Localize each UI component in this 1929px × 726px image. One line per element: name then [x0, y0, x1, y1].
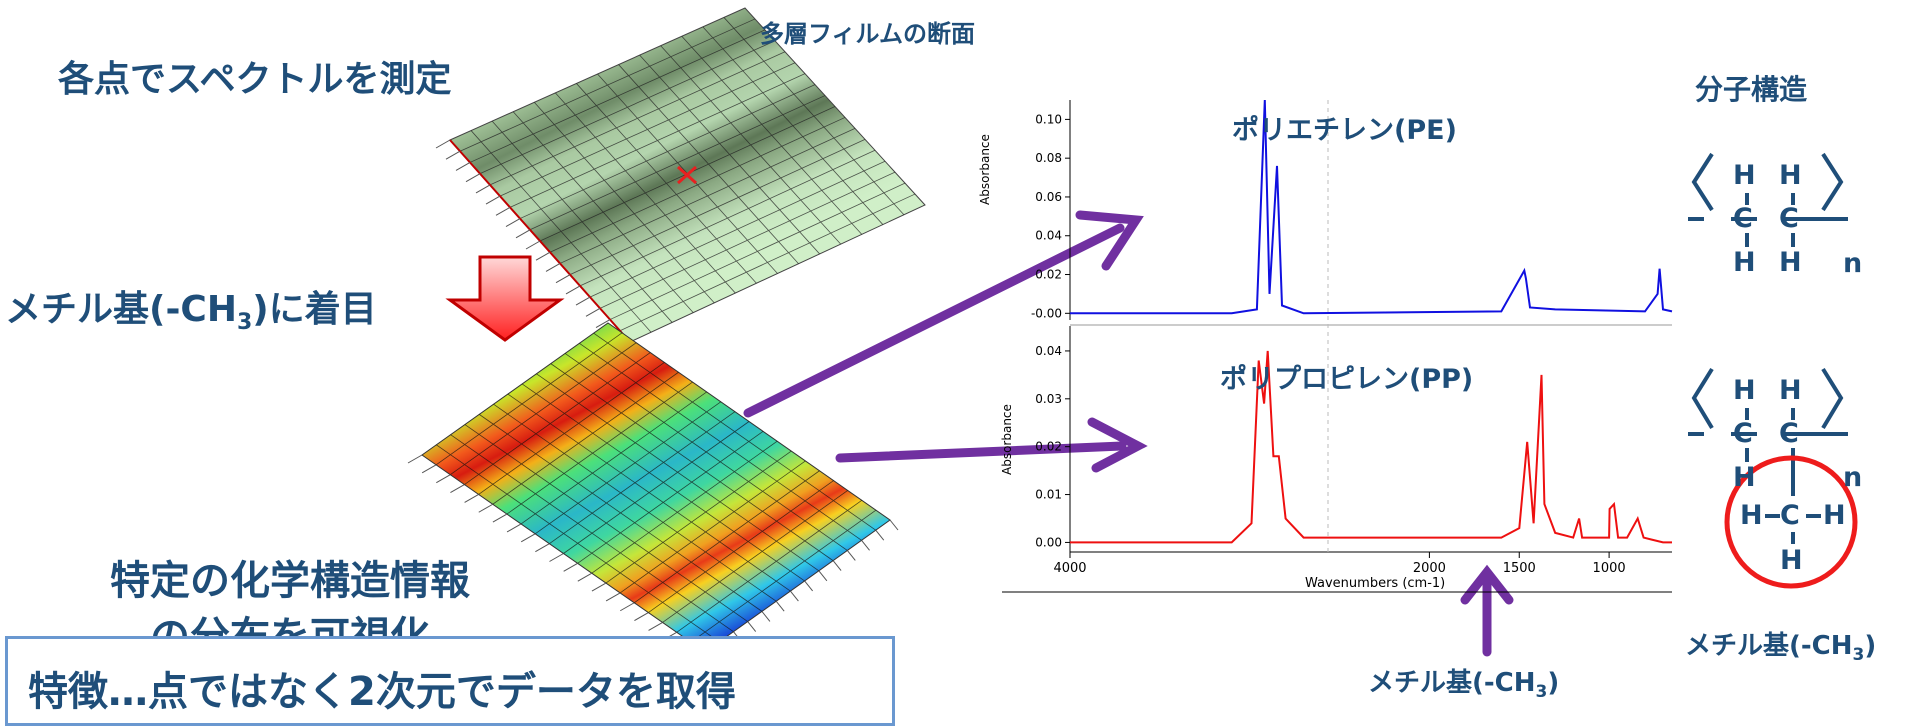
heading-visualize-line1: 特定の化学構造情報 — [110, 558, 470, 604]
heading-focus-suffix: )に着目 — [252, 289, 377, 330]
methyl-arrow-label: メチル基(-CH3) — [1368, 662, 1559, 702]
pe-atom-c1: C — [1733, 203, 1753, 234]
pe-ytick-label-5: -0.00 — [1031, 306, 1062, 320]
structure-methyl-label: メチル基(-CH3) — [1685, 625, 1876, 665]
pp-ytick-label-1: 0.03 — [1035, 392, 1062, 406]
heatmap-surface — [407, 322, 899, 663]
structure-methyl-sub: 3 — [1852, 645, 1865, 666]
pe-label: ポリエチレン(PE) — [1232, 115, 1457, 146]
pe-structure — [1688, 152, 1848, 247]
pe-atom-h4: H — [1779, 247, 1802, 278]
pp-series-line — [1070, 350, 1672, 544]
xtick-label-2: 1500 — [1503, 561, 1536, 576]
pointer-arrows — [743, 210, 1514, 657]
methyl-atom-c: C — [1780, 500, 1800, 531]
methyl-atom-h-left: H — [1740, 500, 1763, 531]
methyl-highlight-circle — [1724, 455, 1858, 589]
structure-methyl-suffix: ) — [1864, 631, 1877, 661]
x-axis-label: Wavenumbers (cm-1) — [1305, 576, 1446, 591]
pp-atom-h3: H — [1733, 462, 1756, 493]
pp-label: ポリプロピレン(PP) — [1220, 364, 1474, 395]
bottom-note: 特徴…点ではなく2次元でデータを取得 — [28, 669, 736, 715]
structure-title: 分子構造 — [1695, 73, 1808, 106]
pe-series-line — [1070, 99, 1673, 315]
bottom-note-box: 特徴…点ではなく2次元でデータを取得 — [5, 636, 895, 726]
methyl-arrow-suffix: ) — [1547, 668, 1560, 698]
spectra-chart-group: 0.10 0.08 0.06 0.04 0.02 -0.00 0.04 0.03 0.02 0.… — [1002, 99, 1673, 593]
pp-ytick-label-4: 0.00 — [1035, 535, 1062, 549]
structure-methyl-prefix: メチル基(-CH — [1685, 631, 1853, 661]
pp-atom-h2: H — [1779, 375, 1802, 406]
pp-y-axis-label: Absorbance — [1000, 404, 1014, 475]
pe-atom-c2: C — [1779, 203, 1799, 234]
pp-ytick-label-3: 0.01 — [1035, 488, 1062, 502]
pe-ytick-label-3: 0.04 — [1035, 229, 1062, 243]
pp-atom-c2: C — [1779, 418, 1799, 449]
methyl-atom-h-bottom: H — [1780, 545, 1803, 576]
pp-atom-c1: C — [1733, 418, 1753, 449]
heading-focus-sub: 3 — [236, 310, 253, 336]
pp-atom-h1: H — [1733, 375, 1756, 406]
heading-focus-prefix: メチル基(-CH — [5, 289, 237, 330]
diagram-canvas: 0.10 0.08 0.06 0.04 0.02 -0.00 0.04 0.03 0.02 0.… — [407, 7, 1858, 663]
pe-atom-h3: H — [1733, 247, 1756, 278]
film-label: 多層フィルムの断面 — [760, 20, 976, 48]
pp-ytick-label-0: 0.04 — [1035, 344, 1062, 358]
xtick-label-3: 1000 — [1593, 561, 1626, 576]
pe-ytick-label-4: 0.02 — [1035, 268, 1062, 282]
pe-atom-n: n — [1843, 248, 1863, 279]
pe-y-axis-label: Absorbance — [978, 134, 992, 205]
measurement-point-marker — [677, 165, 697, 185]
pp-atom-n: n — [1843, 462, 1863, 493]
methyl-arrow-sub: 3 — [1535, 682, 1548, 703]
pe-ytick-label-0: 0.10 — [1035, 112, 1062, 126]
pe-ytick-label-2: 0.06 — [1035, 190, 1062, 204]
heading-measure: 各点でスペクトルを測定 — [58, 59, 452, 100]
methyl-atom-h-right: H — [1823, 500, 1846, 531]
xtick-label-0: 4000 — [1053, 561, 1086, 576]
down-arrow — [445, 255, 565, 342]
pe-atom-h1: H — [1733, 160, 1756, 191]
xtick-label-1: 2000 — [1413, 561, 1446, 576]
pe-atom-h2: H — [1779, 160, 1802, 191]
pe-ytick-label-1: 0.08 — [1035, 151, 1062, 165]
pp-ytick-label-2: 0.02 — [1035, 440, 1062, 454]
methyl-arrow-prefix: メチル基(-CH — [1368, 668, 1536, 698]
heading-focus: メチル基(-CH3)に着目 — [5, 280, 377, 335]
